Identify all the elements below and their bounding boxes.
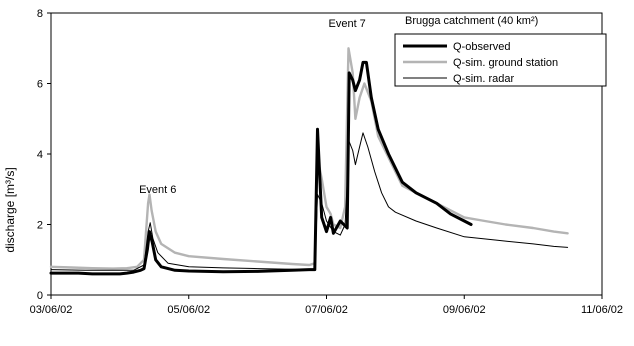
x-tick-label: 05/06/02 — [167, 304, 210, 316]
y-tick-label: 2 — [37, 220, 43, 232]
legend-frame — [394, 33, 607, 87]
event-label-event-7: Event 7 — [329, 18, 366, 30]
series-line-q-observed — [49, 60, 473, 276]
x-tick-label: 09/06/02 — [443, 304, 486, 316]
plot-area: 0 2 4 6 8 03/06/02 05/06/02 07/06/02 09/06/02 11/… — [30, 8, 623, 316]
x-tick-label: 07/06/02 — [305, 304, 348, 316]
x-tick-label: 03/06/02 — [30, 304, 73, 316]
catchment-annotation: Brugga catchment (40 km²) — [405, 15, 538, 27]
y-axis-title: discharge [m³/s] — [3, 167, 17, 252]
legend-label: Q-sim. radar — [453, 73, 514, 85]
y-tick-label: 8 — [37, 8, 43, 20]
legend: Q-observed Q-sim. ground station Q-sim. ra… — [394, 33, 607, 87]
series-line-q-sim-radar — [50, 132, 569, 271]
x-tick-label: 11/06/02 — [581, 304, 623, 316]
y-tick-label: 6 — [37, 79, 43, 91]
legend-label: Q-sim. ground station — [453, 57, 558, 69]
legend-label: Q-observed — [453, 41, 510, 53]
y-tick-label: 0 — [37, 290, 43, 302]
y-tick-label: 4 — [37, 149, 43, 161]
event-label-event-6: Event 6 — [139, 184, 176, 196]
